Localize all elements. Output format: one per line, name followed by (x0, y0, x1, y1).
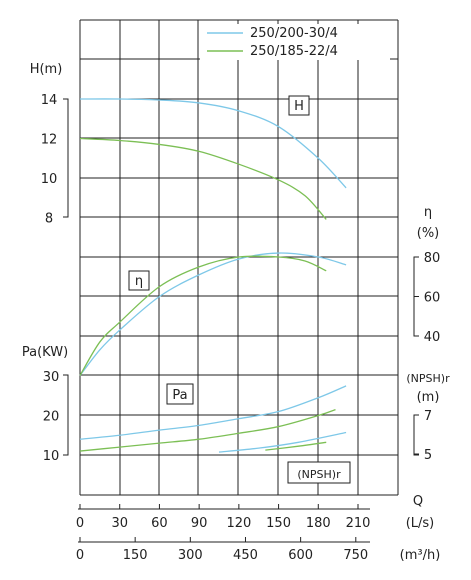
q-m3h-tick-label: 150 (123, 548, 148, 563)
q-ls-tick-label: 180 (306, 516, 331, 531)
q-ls-tick-label: 120 (226, 516, 251, 531)
head-tick-label: 10 (41, 172, 58, 187)
power-curve-label: Pa (166, 383, 194, 405)
npsh-curve-label-box (287, 461, 351, 484)
efficiency-curve-label-box (128, 270, 150, 291)
efficiency-tick-label: 80 (424, 251, 441, 266)
q-m3h-unit: (m³/h) (400, 548, 441, 563)
head-axis-label: H(m) (30, 62, 63, 77)
legend-label: 250/185-22/4 (250, 44, 338, 59)
q-m3h-tick-label: 300 (178, 548, 203, 563)
power-curve-label-text: Pa (172, 388, 187, 403)
power-tick-label: 20 (43, 410, 60, 425)
power-tick-label: 10 (43, 449, 60, 464)
head-curve-label: H (288, 95, 310, 116)
efficiency-curve-label-text: η (135, 274, 143, 289)
series-line-head-b (79, 137, 327, 220)
npsh-curve-label: (NPSH)r (287, 461, 351, 484)
curves (79, 98, 347, 453)
head-axis-bracket (63, 98, 69, 218)
efficiency-axis-label: η (424, 205, 432, 220)
efficiency-curve-label: η (128, 270, 150, 291)
head-curve-label-box (288, 95, 310, 116)
q-ls-tick-label: 210 (346, 516, 371, 531)
q-m3h-tick-label: 600 (288, 548, 313, 563)
power-curve-label-box (166, 383, 194, 405)
power-axis-bracket (63, 374, 69, 456)
efficiency-unit: (%) (417, 226, 440, 241)
legend-label: 250/200-30/4 (250, 26, 338, 41)
series-line-npsh-b (265, 441, 327, 451)
npsh-curve-label-text: (NPSH)r (297, 468, 341, 481)
series-line-efficiency-a (79, 252, 347, 376)
head-tick-label: 12 (41, 133, 58, 148)
efficiency-tick-label: 40 (424, 330, 441, 345)
npsh-axis-bracket (413, 414, 419, 456)
head-tick-label: 14 (41, 93, 58, 108)
series-line-efficiency-b (79, 255, 327, 376)
efficiency-tick-label: 60 (424, 291, 441, 306)
legend: 250/200-30/4 250/185-22/4 (200, 24, 390, 60)
q-ls-tick-label: 150 (266, 516, 291, 531)
power-axis-label: Pa(KW) (22, 345, 68, 360)
q-m3h-tick-label: 0 (76, 548, 84, 563)
npsh-unit: (m) (417, 390, 440, 405)
npsh-tick-label: 7 (424, 409, 432, 424)
series-line-head-a (79, 98, 347, 189)
q-axis-label: Q (413, 494, 423, 509)
q-ls-tick-label: 90 (191, 516, 208, 531)
q-ls-unit: (L/s) (406, 516, 435, 531)
head-tick-label: 8 (45, 212, 53, 227)
series-line-power-a (79, 385, 347, 440)
labels: Hη Pa (NPSH)r (128, 95, 351, 484)
q-ls-tick-label: 30 (111, 516, 128, 531)
head-curve-label-text: H (294, 99, 304, 114)
q-m3h-tick-label: 450 (233, 548, 258, 563)
q-ls-tick-label: 0 (76, 516, 84, 531)
legend-background (200, 24, 390, 60)
q-m3h-tick-label: 750 (343, 548, 368, 563)
series-line-power-b (79, 408, 336, 452)
npsh-axis-label: (NPSH)r (406, 372, 450, 385)
power-tick-label: 30 (43, 370, 60, 385)
npsh-tick-label: 5 (424, 448, 432, 463)
series-line-npsh-a (218, 431, 347, 453)
q-ls-tick-label: 60 (151, 516, 168, 531)
